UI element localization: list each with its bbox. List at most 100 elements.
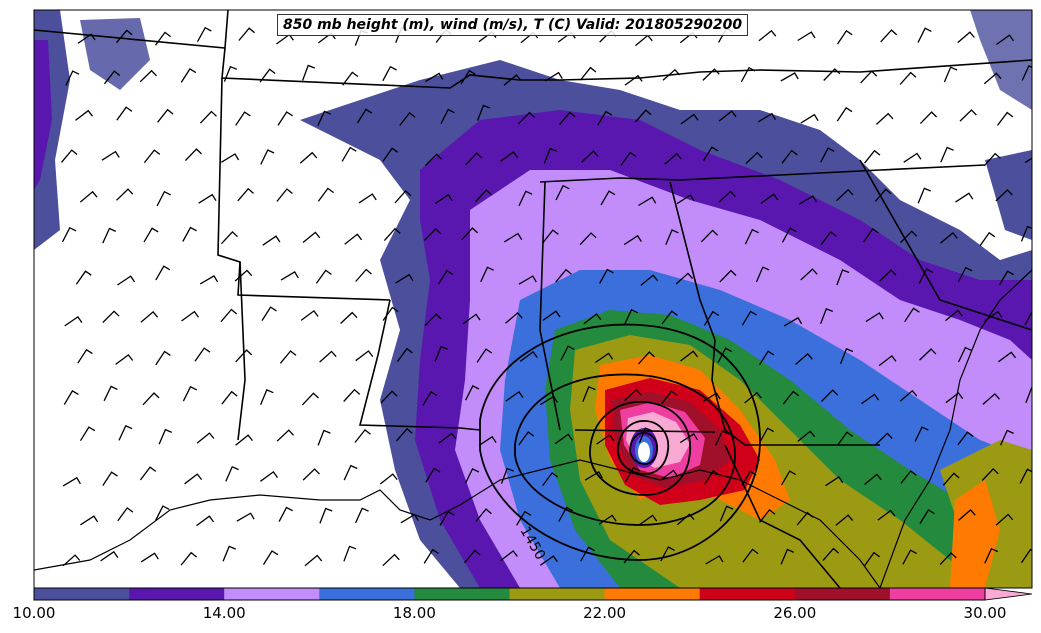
wind-barb [79, 426, 96, 442]
wind-barb [319, 350, 337, 363]
wind-barb [837, 431, 853, 446]
wind-barb [476, 348, 493, 363]
wind-barb [660, 546, 675, 562]
wind-barb [437, 269, 454, 285]
wind-barb [140, 310, 159, 323]
wind-barb [424, 153, 443, 167]
wind-barb [115, 353, 134, 365]
colorbar-tick-label: 22.00 [583, 604, 627, 622]
wind-barb [1020, 548, 1032, 564]
wind-barb [820, 147, 835, 163]
wind-barb [755, 266, 770, 283]
wind-barb [940, 146, 954, 163]
wind-barb [77, 33, 96, 44]
wind-barb [155, 505, 170, 521]
wind-barb [424, 227, 442, 241]
wind-barb [140, 552, 159, 563]
wind-barb [518, 275, 537, 285]
wind-barb [116, 188, 134, 201]
wind-barb [719, 269, 737, 283]
wind-barb [223, 65, 238, 82]
wind-barb [957, 346, 972, 363]
wind-barb [344, 233, 363, 245]
wind-barb [836, 29, 853, 45]
wind-barb [702, 392, 721, 403]
wind-barb [822, 547, 840, 562]
wind-barb [235, 349, 253, 363]
wind-barb [519, 350, 538, 362]
wind-barb [220, 153, 240, 163]
colorbar-segment [319, 588, 415, 600]
wind-barb [583, 313, 602, 325]
wind-barb [75, 109, 94, 121]
wind-barb [819, 308, 834, 325]
wind-barb [595, 352, 614, 364]
wind-barb [196, 432, 215, 444]
wind-barb [623, 234, 642, 246]
wind-barb [117, 507, 134, 522]
wind-barb [796, 511, 814, 526]
wind-barb [299, 151, 318, 164]
wind-barb [675, 272, 694, 285]
colorbar [33, 587, 1033, 601]
wind-barb [464, 468, 480, 484]
wind-barb [340, 311, 358, 324]
wind-barb [979, 231, 996, 247]
wind-barb [199, 110, 217, 124]
wind-barb [679, 432, 699, 444]
wind-barb [317, 429, 331, 446]
wind-barb [102, 227, 116, 244]
wind-barb [705, 555, 724, 565]
wind-barb [354, 428, 371, 443]
wind-barb [998, 270, 1014, 286]
wind-barb [836, 106, 853, 122]
wind-barb [460, 69, 476, 85]
wind-barb [781, 149, 798, 164]
colorbar-segment [509, 588, 606, 600]
wind-barb [518, 190, 533, 207]
wind-barb [500, 151, 519, 162]
wind-barb [624, 388, 642, 402]
wind-barb [343, 388, 361, 402]
wind-barb [945, 392, 964, 404]
wind-barb [899, 389, 918, 402]
wind-barb [465, 152, 483, 166]
colorbar-segment [129, 588, 225, 600]
wind-barb [199, 275, 219, 285]
wind-barb [118, 424, 133, 441]
wind-barb [225, 465, 239, 482]
wind-barb [221, 390, 238, 405]
wind-barb [356, 108, 373, 124]
wind-barb [914, 426, 929, 442]
colorbar-segment [224, 588, 320, 600]
wind-barb [719, 505, 734, 522]
wind-barb [505, 311, 523, 324]
wind-barb [702, 68, 720, 81]
wind-barb [860, 70, 878, 84]
wind-barb [740, 66, 756, 83]
wind-barb [235, 111, 251, 126]
wind-barb [634, 109, 652, 123]
wind-barb [475, 508, 492, 522]
wind-barb [539, 395, 558, 406]
wind-barb [355, 507, 369, 524]
wind-barb [917, 187, 931, 204]
wind-barb [995, 188, 1013, 202]
wind-barb [955, 192, 974, 203]
wind-barb [222, 545, 236, 562]
wind-barb [276, 429, 294, 442]
wind-barb [717, 347, 733, 363]
colorbar-tick-label: 18.00 [392, 604, 436, 622]
wind-barb [744, 391, 762, 404]
wind-barb [342, 71, 359, 86]
wind-barb [355, 268, 372, 282]
wind-barb [423, 548, 439, 564]
wind-barb [638, 196, 657, 207]
wind-barb [797, 430, 816, 442]
wind-barb [317, 187, 334, 202]
wind-barb [143, 149, 161, 164]
wind-barb [823, 68, 841, 81]
wind-barb [184, 473, 203, 485]
wind-barb [396, 427, 413, 442]
